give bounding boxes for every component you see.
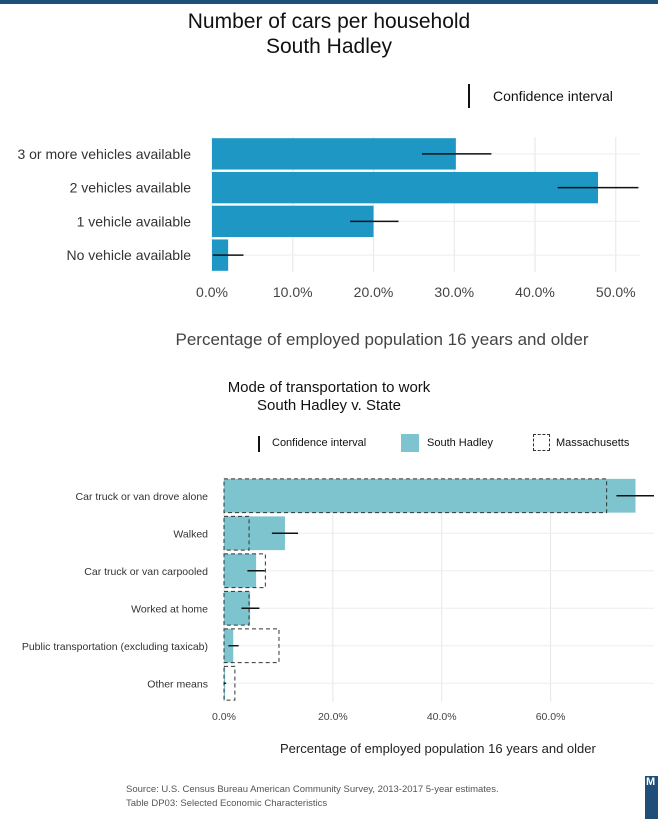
source-note: Source: U.S. Census Bureau American Comm… <box>126 783 499 811</box>
chart2-title: Mode of transportation to work <box>227 379 431 396</box>
source-line-2: Table DP03: Selected Economic Characteri… <box>126 798 328 809</box>
chart1-legend-ci-symbol <box>468 84 470 108</box>
chart1-x-axis-label: Percentage of employed population 16 yea… <box>175 330 589 349</box>
chart1-category-label: 2 vehicles available <box>70 180 192 196</box>
chart1-legend-ci-label: Confidence interval <box>493 88 613 104</box>
chart1-x-tick-label: 30.0% <box>434 284 474 300</box>
chart1-category-label: 1 vehicle available <box>77 213 192 229</box>
chart1-title: Number of cars per household <box>187 10 471 33</box>
chart2-legend-south-hadley-label: South Hadley <box>427 437 494 449</box>
chart2-legend-massachusetts-swatch <box>533 434 550 451</box>
chart2-legend-ci-label: Confidence interval <box>272 437 367 449</box>
chart2-bar-massachusetts <box>223 628 280 664</box>
chart2-legend-south-hadley-swatch <box>401 434 419 452</box>
chart2-category-label: Walked <box>173 528 208 540</box>
chart2-bar-south-hadley <box>224 553 257 588</box>
chart1-x-tick-label: 10.0% <box>273 284 313 300</box>
chart2-x-axis-label: Percentage of employed population 16 yea… <box>280 741 596 756</box>
chart2-category-label: Other means <box>147 678 208 690</box>
chart2-bar-south-hadley <box>224 516 285 551</box>
chart2-bar-massachusetts <box>223 478 608 514</box>
chart2-legend-massachusetts-label: Massachusetts <box>556 437 630 449</box>
chart2-bar-south-hadley <box>224 628 234 663</box>
chart2-bar-massachusetts <box>223 515 250 551</box>
chart2-x-tick-label: 40.0% <box>427 711 457 723</box>
chart1-x-tick-label: 40.0% <box>515 284 555 300</box>
chart2-category-label: Car truck or van carpooled <box>84 566 208 578</box>
org-logo-letter: M <box>646 776 656 788</box>
chart2-category-label: Worked at home <box>131 603 208 615</box>
chart2-x-tick-label: 0.0% <box>212 711 236 723</box>
chart2-x-tick-label: 20.0% <box>318 711 348 723</box>
chart2-bar-massachusetts <box>223 590 250 626</box>
source-line-1: Source: U.S. Census Bureau American Comm… <box>126 784 499 795</box>
chart2-bar-massachusetts <box>223 553 266 589</box>
chart1-plot: 0.0% 10.0% 20.0% 30.0% 40.0% 50.0% 3 or more v… <box>17 137 640 300</box>
chart2-bar-south-hadley <box>224 591 251 626</box>
org-logo: M <box>645 776 658 819</box>
chart1-category-label: No vehicle available <box>66 247 191 263</box>
chart2-bar-south-hadley <box>224 478 636 513</box>
chart1-x-tick-label: 0.0% <box>196 284 228 300</box>
top-accent-bar <box>0 0 658 4</box>
chart2-legend-ci-symbol <box>258 436 260 452</box>
chart1-x-tick-label: 20.0% <box>354 284 394 300</box>
chart1-x-tick-label: 50.0% <box>596 284 636 300</box>
chart1-bar <box>212 138 456 170</box>
chart2-subtitle: South Hadley v. State <box>257 397 401 414</box>
chart1-bar <box>212 205 374 238</box>
chart1-category-label: 3 or more vehicles available <box>17 146 191 162</box>
chart1-bar <box>212 171 599 204</box>
chart2-bar-massachusetts <box>223 665 236 701</box>
chart2-bar-south-hadley <box>224 666 226 701</box>
chart2-x-tick-label: 60.0% <box>536 711 566 723</box>
chart2-category-label: Public transportation (excluding taxicab… <box>22 641 208 653</box>
chart1-subtitle: South Hadley <box>265 35 393 58</box>
chart2-category-label: Car truck or van drove alone <box>76 491 209 503</box>
